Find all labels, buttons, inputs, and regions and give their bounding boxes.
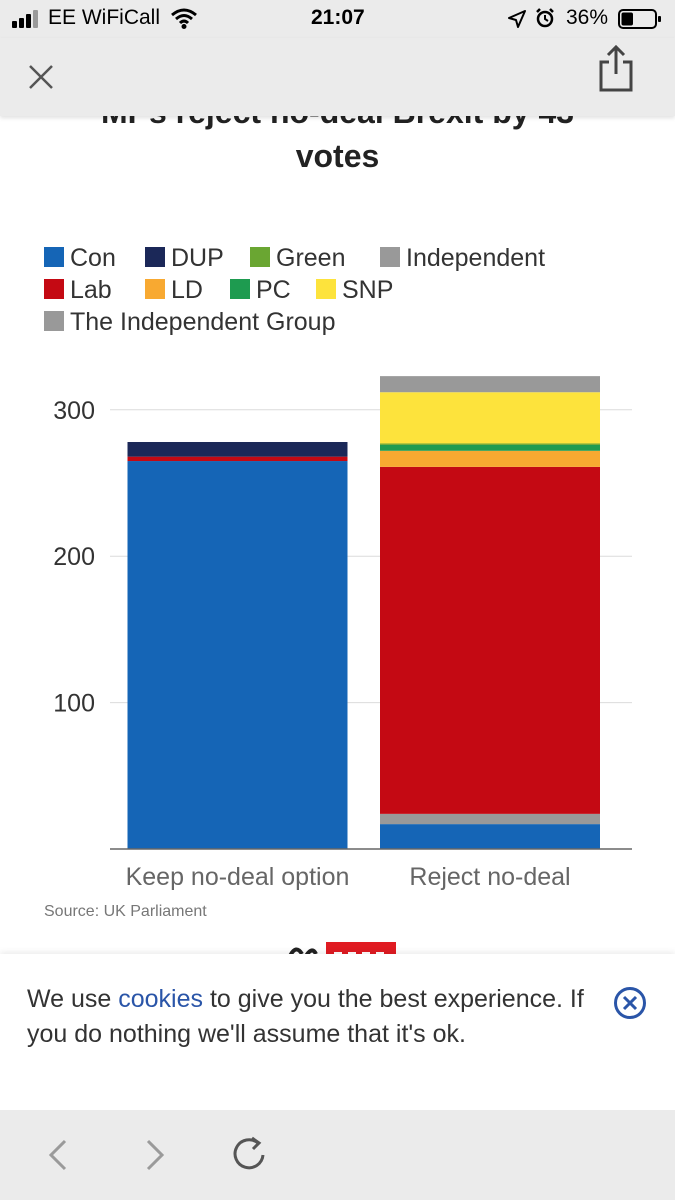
reload-icon[interactable] <box>228 1134 270 1176</box>
x-tick-label-2: Reject no-deal <box>409 863 570 891</box>
bar-segment-the-independent-group-reject <box>380 376 600 393</box>
back-arrow-icon[interactable] <box>45 1138 71 1172</box>
legend-item-dup: DUP <box>145 244 224 273</box>
legend-item-con: Con <box>44 244 116 273</box>
bar-segment-dup-keep <box>127 442 348 457</box>
bar-segment-lab-reject <box>380 466 600 814</box>
battery-icon <box>618 9 661 29</box>
carrier-label: EE WiFiCall <box>48 6 161 29</box>
browser-toolbar <box>0 1110 675 1200</box>
legend-item-lab: Lab <box>44 276 112 305</box>
y-tick-label-200: 200 <box>53 543 95 571</box>
stacked-bar-chart: 100 200 300 Keep no-deal option Reject no-de… <box>53 376 632 891</box>
location-arrow-icon <box>508 10 526 28</box>
y-tick-label-300: 300 <box>53 397 95 425</box>
share-icon[interactable] <box>597 44 635 94</box>
wifi-icon <box>171 8 197 29</box>
cookie-message: We use cookies to give you the best expe… <box>27 985 584 1048</box>
close-icon[interactable] <box>28 64 54 90</box>
bar-segment-con-reject <box>380 824 600 849</box>
forward-arrow-icon[interactable] <box>142 1138 168 1172</box>
dismiss-circle-close-icon[interactable] <box>613 986 647 1020</box>
legend-item-the-independent-group: The Independent Group <box>44 308 335 337</box>
clock: 21:07 <box>311 6 365 29</box>
chart-source: Source: UK Parliament <box>44 903 207 920</box>
battery-percent: 36% <box>566 6 609 29</box>
bar-segment-snp-reject <box>380 392 600 444</box>
legend-item-ld: LD <box>145 276 203 305</box>
bar-segment-independent-reject <box>380 813 600 825</box>
bar-segment-pc-reject <box>380 444 600 451</box>
signal-icon <box>12 10 38 28</box>
chart-title-line-2: votes <box>295 138 380 174</box>
status-bar: EE WiFiCall 21:07 36% <box>0 0 675 38</box>
y-tick-label-100: 100 <box>53 690 95 718</box>
cookies-link[interactable]: cookies <box>118 985 204 1013</box>
legend-item-independent: Independent <box>380 244 545 273</box>
alarm-clock-icon <box>536 8 554 28</box>
x-tick-label-1: Keep no-deal option <box>126 863 350 891</box>
bar-segment-con-keep <box>127 461 348 849</box>
browser-nav-bar <box>0 38 675 116</box>
cookie-banner: We use cookies to give you the best expe… <box>0 954 675 1110</box>
sky-news-logo <box>286 940 396 954</box>
bar-segment-lab-keep <box>127 456 348 462</box>
bar-segment-green-reject <box>380 443 600 445</box>
legend-item-green: Green <box>250 244 345 273</box>
legend-item-snp: SNP <box>316 276 393 305</box>
legend-item-pc: PC <box>230 276 291 305</box>
bar-segment-ld-reject <box>380 450 600 467</box>
